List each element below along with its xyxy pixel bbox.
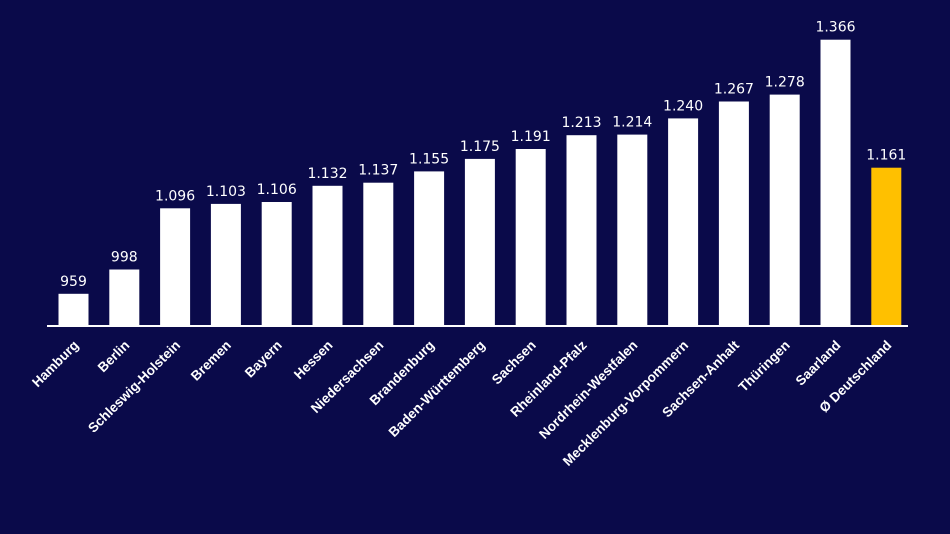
data-label: 1.213 [561,115,601,131]
bar [820,39,851,326]
data-label: 1.267 [714,82,754,98]
bar [109,269,140,326]
bar [312,185,343,326]
data-label: 959 [60,274,87,290]
bars-group [58,39,902,327]
data-label: 1.106 [257,182,297,198]
bar [160,208,191,326]
data-label: 1.214 [612,115,652,131]
data-label: 998 [111,250,138,266]
data-label: 1.155 [409,151,449,167]
bar [210,203,241,326]
bar [566,135,597,326]
bar-highlight [871,167,902,326]
data-label: 1.132 [307,166,347,182]
bar [769,94,800,326]
data-label: 1.161 [866,148,906,164]
bar [718,101,749,326]
data-label: 1.175 [460,139,500,155]
bar [261,202,292,326]
value-labels-group: 959 998 1.096 1.103 1.106 1.132 1.137 1.155 1.17… [60,20,906,290]
data-label: 1.137 [358,163,398,179]
data-label: 1.278 [765,75,805,91]
bar [515,149,546,326]
data-label: 1.240 [663,98,703,114]
bar [668,118,699,327]
data-label: 1.366 [815,20,855,36]
data-label: 1.191 [511,129,551,145]
data-label: 1.096 [155,188,195,204]
bar [58,293,89,326]
data-label: 1.103 [206,184,246,200]
bar [464,158,495,326]
bar [617,134,648,326]
bar [363,182,394,326]
bar [414,171,445,326]
